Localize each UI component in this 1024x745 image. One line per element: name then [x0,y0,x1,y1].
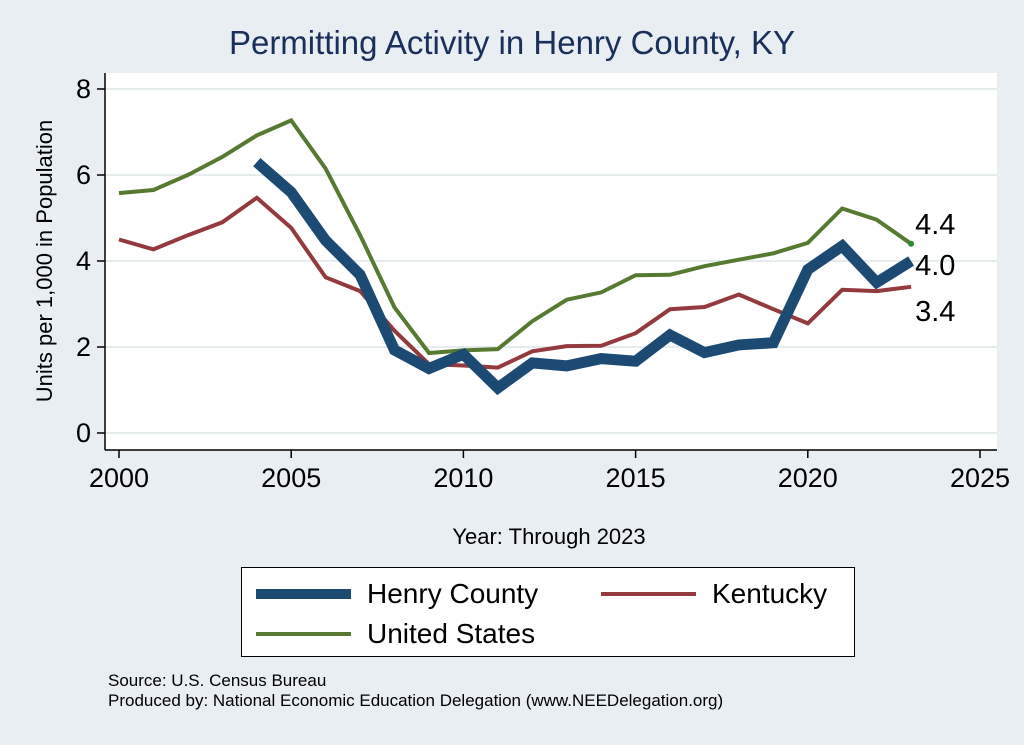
x-tick-label-2025: 2025 [950,463,1010,493]
legend-swatch-united-states [256,632,351,636]
legend-label-united-states: United States [367,618,536,649]
united-states-end-marker [908,240,915,247]
y-tick-label-8: 8 [76,74,91,104]
y-tick-label-6: 6 [76,160,91,190]
legend-item-united-states: United States [256,618,535,650]
y-tick-label-2: 2 [76,332,91,362]
gridlines [105,88,997,434]
end-label-kentucky: 3.4 [915,296,955,328]
end-labels: 4.4 3.4 4.0 [908,209,955,328]
series-group [118,117,915,396]
legend: Henry County Kentucky United States [241,567,855,657]
legend-swatch-kentucky [601,592,696,596]
x-tick-label-2015: 2015 [606,463,666,493]
y-tick-label-4: 4 [76,246,91,276]
x-tick-label-2010: 2010 [433,463,493,493]
x-tick-label-2020: 2020 [778,463,838,493]
y-axis-label: Units per 1,000 in Population [32,120,57,403]
produced-line: Produced by: National Economic Education… [108,691,724,710]
x-tick-label-2000: 2000 [89,463,149,493]
series-line-united-states [118,117,913,356]
x-tick-label-2005: 2005 [261,463,321,493]
x-axis-label: Year: Through 2023 [452,524,645,549]
legend-label-kentucky: Kentucky [712,578,828,609]
axes: 0 2 4 6 8 2000 2005 2010 2015 2020 2025 [76,73,1010,493]
y-tick-label-0: 0 [76,418,91,448]
series-line-henry-county [253,157,915,396]
end-label-united-states: 4.4 [915,209,955,241]
end-label-henry-county: 4.0 [915,250,955,282]
legend-item-henry-county: Henry County [256,578,538,610]
source-note: Source: U.S. Census Bureau Produced by: … [108,671,723,711]
legend-label-henry-county: Henry County [367,578,539,609]
legend-swatch-henry-county [256,589,351,599]
source-line: Source: U.S. Census Bureau [108,671,327,690]
chart-title: Permitting Activity in Henry County, KY [228,24,796,61]
legend-item-kentucky: Kentucky [601,578,827,610]
series-line-kentucky [118,195,912,370]
